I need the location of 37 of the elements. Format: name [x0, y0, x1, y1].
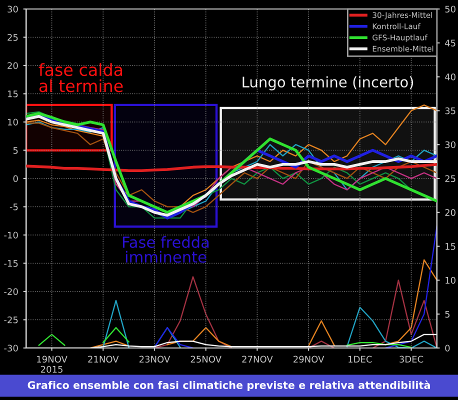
- y-tick-label: -25: [4, 316, 18, 324]
- x-tick-label: 1DEC: [348, 356, 372, 363]
- x-tick-label: 23NOV: [139, 356, 170, 363]
- y2-tick-label: 50: [445, 6, 456, 13]
- y2-tick-label: 10: [446, 276, 456, 284]
- y-tick-label: 20: [8, 62, 18, 70]
- y-tick-label: -10: [4, 232, 18, 239]
- y2-tick-label: 30: [445, 141, 456, 148]
- y2-tick-label: 45: [445, 40, 456, 46]
- y2-tick-label: 5: [445, 310, 450, 318]
- y-tick-label: 30: [8, 6, 18, 13]
- x-tick-label: 19NOV 2015: [37, 356, 68, 373]
- y-tick-label: -15: [4, 260, 18, 267]
- y2-tick-label: 0: [445, 344, 450, 352]
- y-tick-label: 25: [8, 34, 18, 41]
- y2-tick-label: 35: [445, 107, 456, 114]
- text: Grafico ensemble con fasi climatiche previste e relativa attendibilità: [28, 380, 430, 392]
- y-tick-label: 5: [13, 147, 18, 154]
- band-label: Lungo termine (incerto): [242, 76, 414, 90]
- y2-tick-label: 15: [446, 243, 456, 250]
- x-tick-label: 29NOV: [294, 356, 324, 363]
- band-label: fase calda al termine: [38, 63, 123, 92]
- y2-tick-label: 25: [445, 175, 456, 182]
- x-tick-label: 27NOV: [242, 356, 273, 363]
- y-tick-label: -20: [4, 288, 18, 296]
- y-tick-label: 10: [8, 118, 18, 126]
- x-tick-label: 21NOV: [88, 356, 119, 363]
- y-tick-label: 15: [8, 90, 18, 98]
- y-tick-label: -30: [4, 344, 18, 352]
- x-tick-label: 3DEC: [400, 356, 424, 363]
- line-series: [26, 162, 437, 172]
- y-tick-label: 0: [13, 175, 18, 182]
- y2-tick-label: 40: [445, 74, 456, 80]
- y2-tick-label: 20: [445, 209, 456, 216]
- band-label: Fase fredda imminente: [123, 236, 209, 263]
- y-tick-label: -5: [10, 204, 18, 210]
- x-tick-label: 25NOV: [190, 356, 222, 363]
